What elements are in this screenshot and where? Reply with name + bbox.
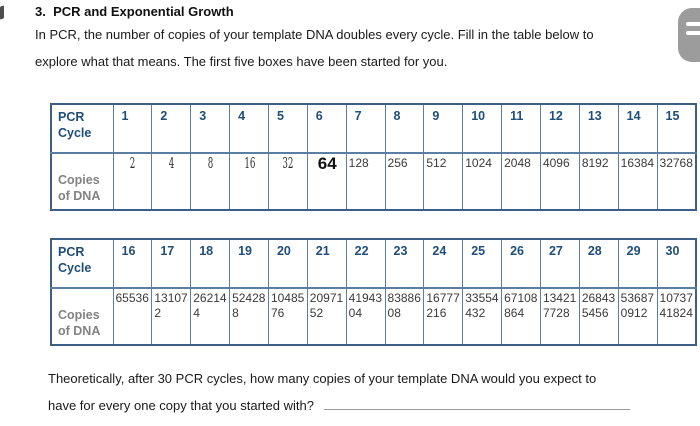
pcr-cycle-cell: 1	[112, 103, 153, 154]
dna-copies-cell: 262144	[190, 287, 231, 346]
pcr-cycle-cell: 26	[501, 238, 541, 289]
dna-copies-cell: 524288	[229, 287, 269, 346]
intro-text-line1: In PCR, the number of copies of your tem…	[35, 27, 594, 42]
pcr-cycle-cell: 13	[578, 103, 619, 154]
intro-paragraph: In PCR, the number of copies of your tem…	[35, 21, 685, 75]
pcr-cycle-cell: 30	[656, 238, 697, 289]
dna-copies-cell: 16	[229, 152, 269, 211]
question-text-line1: Theoretically, after 30 PCR cycles, how …	[48, 371, 597, 386]
pcr-cycle-cell: 10	[462, 103, 503, 154]
dna-copies-cell: 512	[423, 152, 464, 211]
intro-text-line2: explore what that means. The first five …	[35, 54, 448, 69]
pcr-cycle-cell: 22	[345, 238, 386, 289]
table-row: Copies of DNA 65536 131072 262144 524288 104…	[50, 287, 697, 346]
dna-copies-cell: 1048576	[267, 287, 308, 346]
pcr-cycle-cell: 15	[656, 103, 697, 154]
pcr-cycle-cell: 19	[229, 238, 269, 289]
dna-copies-cell: 32	[267, 152, 308, 211]
answer-blank-line	[323, 396, 630, 410]
dna-copies-cell: 4194304	[345, 287, 386, 346]
question-paragraph: Theoretically, after 30 PCR cycles, how …	[48, 365, 688, 419]
pcr-table-cycles-16-30: PCR Cycle 16 17 18 19 20 21 22 23 24 25 26 27 28 29 30…	[50, 238, 697, 346]
pcr-cycle-cell: 8	[384, 103, 425, 154]
pcr-cycle-cell: 28	[578, 238, 619, 289]
page-corner-mark	[0, 5, 4, 20]
pcr-cycle-cell: 16	[112, 238, 153, 289]
dna-copies-cell: 128	[345, 152, 386, 211]
dna-copies-cell: 2048	[501, 152, 541, 211]
pcr-cycle-label: PCR Cycle	[50, 238, 114, 289]
pcr-cycle-cell: 27	[539, 238, 580, 289]
dna-copies-cell: 536870912	[617, 287, 658, 346]
dna-copies-cell: 2097152	[306, 287, 347, 346]
pcr-cycle-cell: 18	[190, 238, 231, 289]
pcr-cycle-cell: 23	[384, 238, 425, 289]
dna-copies-cell: 33554432	[462, 287, 503, 346]
question-text-line2: have for every one copy that you started…	[48, 398, 314, 413]
dna-copies-cell: 4096	[539, 152, 580, 211]
pcr-cycle-cell: 5	[267, 103, 308, 154]
table-row: Copies of DNA 2 4 8 16 32 64 128 256 512 1024 2048…	[50, 152, 697, 211]
pcr-cycle-cell: 20	[267, 238, 308, 289]
dna-copies-cell: 131072	[151, 287, 192, 346]
section-title: 3. PCR and Exponential Growth	[35, 4, 234, 19]
dna-copies-cell: 16777216	[423, 287, 464, 346]
pcr-cycle-cell: 2	[151, 103, 192, 154]
pcr-cycle-cell: 9	[423, 103, 464, 154]
dna-copies-cell: 2	[112, 152, 153, 211]
dna-copies-cell: 268435456	[578, 287, 619, 346]
dna-copies-label: Copies of DNA	[50, 287, 114, 346]
dna-copies-cell: 1024	[462, 152, 503, 211]
pcr-cycle-cell: 7	[345, 103, 386, 154]
pcr-cycle-cell: 12	[539, 103, 580, 154]
table-row: PCR Cycle 1 2 3 4 5 6 7 8 9 10 11 12 13 14 15	[50, 103, 697, 154]
dna-copies-label: Copies of DNA	[50, 152, 114, 211]
pcr-cycle-cell: 4	[229, 103, 269, 154]
dna-copies-cell: 1073741824	[656, 287, 697, 346]
pcr-cycle-cell: 17	[151, 238, 192, 289]
dna-copies-cell: 8388608	[384, 287, 425, 346]
pcr-cycle-cell: 29	[617, 238, 658, 289]
dna-copies-cell: 65536	[112, 287, 153, 346]
hamburger-menu-icon	[686, 31, 700, 35]
dna-copies-cell: 134217728	[539, 287, 580, 346]
pcr-table-cycles-1-15: PCR Cycle 1 2 3 4 5 6 7 8 9 10 11 12 13 14 15 Copies o…	[50, 103, 697, 211]
pcr-cycle-cell: 11	[501, 103, 541, 154]
dna-copies-cell: 32768	[656, 152, 697, 211]
question-text-line2-wrap: have for every one copy that you started…	[48, 392, 688, 419]
dna-copies-cell: 4	[151, 152, 192, 211]
dna-copies-cell: 64	[306, 152, 347, 211]
hamburger-menu-icon	[686, 22, 700, 26]
table-row: PCR Cycle 16 17 18 19 20 21 22 23 24 25 26 27 28 29 30	[50, 238, 697, 289]
dna-copies-cell: 8	[190, 152, 231, 211]
dna-copies-cell: 256	[384, 152, 425, 211]
pcr-cycle-cell: 25	[462, 238, 503, 289]
pcr-cycle-cell: 21	[306, 238, 347, 289]
dna-copies-cell: 67108864	[501, 287, 541, 346]
dna-copies-cell: 16384	[617, 152, 658, 211]
pcr-cycle-cell: 24	[423, 238, 464, 289]
pcr-cycle-label: PCR Cycle	[50, 103, 114, 154]
menu-button[interactable]	[678, 8, 700, 62]
dna-copies-cell: 8192	[578, 152, 619, 211]
pcr-cycle-cell: 6	[306, 103, 347, 154]
pcr-cycle-cell: 3	[190, 103, 231, 154]
pcr-cycle-cell: 14	[617, 103, 658, 154]
